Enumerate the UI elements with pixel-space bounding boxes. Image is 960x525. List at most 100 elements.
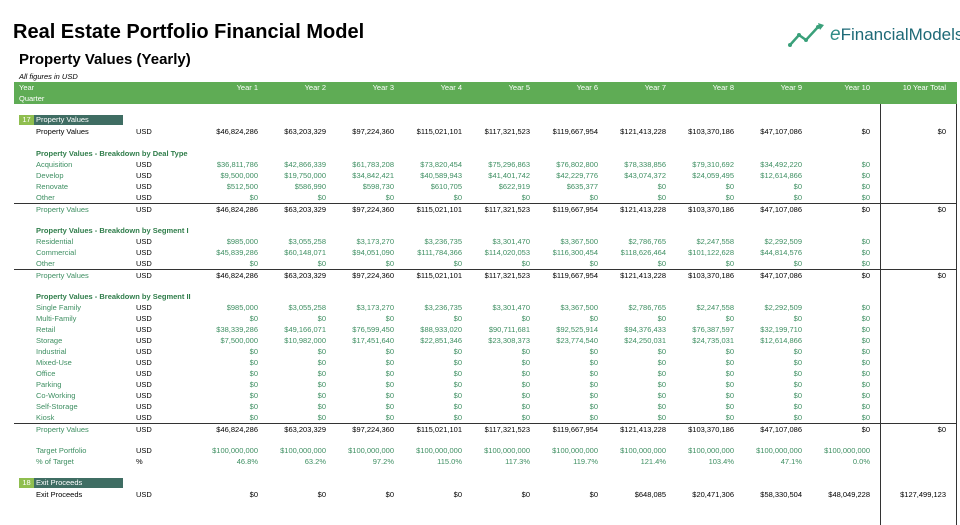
value-cell[interactable]: $0 bbox=[521, 347, 530, 356]
value-cell[interactable]: $63,203,329 bbox=[284, 205, 326, 214]
total-cell[interactable]: $0 bbox=[937, 425, 946, 434]
value-cell[interactable]: $97,224,360 bbox=[352, 127, 394, 136]
value-cell[interactable]: $0 bbox=[861, 413, 870, 422]
value-cell[interactable]: $0 bbox=[861, 205, 870, 214]
value-cell[interactable]: $46,824,286 bbox=[216, 271, 258, 280]
value-cell[interactable]: $10,982,000 bbox=[284, 336, 326, 345]
value-cell[interactable]: $0 bbox=[589, 490, 598, 499]
value-cell[interactable]: $622,919 bbox=[498, 182, 530, 191]
value-cell[interactable]: $0 bbox=[861, 347, 870, 356]
value-cell[interactable]: $7,500,000 bbox=[220, 336, 258, 345]
value-cell[interactable]: $0 bbox=[453, 347, 462, 356]
value-cell[interactable]: $40,589,943 bbox=[420, 171, 462, 180]
value-cell[interactable]: $3,301,470 bbox=[492, 237, 530, 246]
value-cell[interactable]: 121.4% bbox=[640, 457, 666, 466]
value-cell[interactable]: $103,370,186 bbox=[688, 425, 734, 434]
value-cell[interactable]: $0 bbox=[589, 314, 598, 323]
value-cell[interactable]: $0 bbox=[385, 391, 394, 400]
value-cell[interactable]: $17,451,640 bbox=[352, 336, 394, 345]
value-cell[interactable]: $0 bbox=[317, 391, 326, 400]
value-cell[interactable]: $63,203,329 bbox=[284, 127, 326, 136]
value-cell[interactable]: $23,308,373 bbox=[488, 336, 530, 345]
value-cell[interactable]: $2,786,765 bbox=[628, 303, 666, 312]
value-cell[interactable]: $43,074,372 bbox=[624, 171, 666, 180]
value-cell[interactable]: $0 bbox=[861, 303, 870, 312]
value-cell[interactable]: $0 bbox=[589, 380, 598, 389]
value-cell[interactable]: $0 bbox=[317, 259, 326, 268]
value-cell[interactable]: $92,525,914 bbox=[556, 325, 598, 334]
value-cell[interactable]: $0 bbox=[793, 358, 802, 367]
value-cell[interactable]: $0 bbox=[657, 413, 666, 422]
value-cell[interactable]: $47,107,086 bbox=[760, 271, 802, 280]
value-cell[interactable]: $635,377 bbox=[566, 182, 598, 191]
value-cell[interactable]: $0 bbox=[861, 325, 870, 334]
value-cell[interactable]: $0 bbox=[861, 369, 870, 378]
value-cell[interactable]: $34,842,421 bbox=[352, 171, 394, 180]
total-cell[interactable]: $0 bbox=[937, 205, 946, 214]
value-cell[interactable]: $0 bbox=[589, 358, 598, 367]
value-cell[interactable]: 46.8% bbox=[236, 457, 258, 466]
value-cell[interactable]: $0 bbox=[249, 347, 258, 356]
value-cell[interactable]: $0 bbox=[725, 402, 734, 411]
value-cell[interactable]: $0 bbox=[453, 413, 462, 422]
value-cell[interactable]: $0 bbox=[725, 369, 734, 378]
value-cell[interactable]: $0 bbox=[589, 347, 598, 356]
value-cell[interactable]: $0 bbox=[657, 391, 666, 400]
value-cell[interactable]: $0 bbox=[793, 193, 802, 202]
value-cell[interactable]: $0 bbox=[453, 259, 462, 268]
value-cell[interactable]: $114,020,053 bbox=[484, 248, 530, 257]
value-cell[interactable]: $3,055,258 bbox=[288, 303, 326, 312]
value-cell[interactable]: $0 bbox=[453, 380, 462, 389]
value-cell[interactable]: $0 bbox=[521, 402, 530, 411]
value-cell[interactable]: $0 bbox=[725, 413, 734, 422]
value-cell[interactable]: $46,824,286 bbox=[216, 127, 258, 136]
value-cell[interactable]: $0 bbox=[657, 193, 666, 202]
value-cell[interactable]: $117,321,523 bbox=[484, 271, 530, 280]
value-cell[interactable]: 103.4% bbox=[708, 457, 734, 466]
value-cell[interactable]: $0 bbox=[249, 358, 258, 367]
value-cell[interactable]: $100,000,000 bbox=[824, 446, 870, 455]
value-cell[interactable]: $0 bbox=[317, 314, 326, 323]
value-cell[interactable]: 115.0% bbox=[437, 457, 462, 466]
value-cell[interactable]: $0 bbox=[861, 171, 870, 180]
value-cell[interactable]: $0 bbox=[589, 391, 598, 400]
value-cell[interactable]: $100,000,000 bbox=[484, 446, 530, 455]
value-cell[interactable]: $0 bbox=[657, 314, 666, 323]
value-cell[interactable]: $115,021,101 bbox=[416, 205, 462, 214]
value-cell[interactable]: $0 bbox=[521, 358, 530, 367]
value-cell[interactable]: 63.2% bbox=[304, 457, 326, 466]
value-cell[interactable]: $60,148,071 bbox=[284, 248, 326, 257]
value-cell[interactable]: $0 bbox=[317, 490, 326, 499]
value-cell[interactable]: $118,626,464 bbox=[620, 248, 666, 257]
value-cell[interactable]: $0 bbox=[249, 369, 258, 378]
value-cell[interactable]: $0 bbox=[453, 369, 462, 378]
value-cell[interactable]: $0 bbox=[317, 380, 326, 389]
value-cell[interactable]: $0 bbox=[317, 402, 326, 411]
value-cell[interactable]: $41,401,742 bbox=[488, 171, 530, 180]
value-cell[interactable]: $0 bbox=[453, 358, 462, 367]
value-cell[interactable]: $610,705 bbox=[430, 182, 462, 191]
value-cell[interactable]: $44,814,576 bbox=[760, 248, 802, 257]
value-cell[interactable]: $0 bbox=[861, 127, 870, 136]
value-cell[interactable]: $0 bbox=[385, 413, 394, 422]
value-cell[interactable]: $0 bbox=[385, 193, 394, 202]
value-cell[interactable]: $0 bbox=[861, 391, 870, 400]
value-cell[interactable]: $0 bbox=[657, 358, 666, 367]
value-cell[interactable]: $3,367,500 bbox=[560, 303, 598, 312]
value-cell[interactable]: $0 bbox=[317, 358, 326, 367]
value-cell[interactable]: $0 bbox=[861, 402, 870, 411]
value-cell[interactable]: $100,000,000 bbox=[416, 446, 462, 455]
value-cell[interactable]: $3,236,735 bbox=[424, 237, 462, 246]
value-cell[interactable]: $58,330,504 bbox=[760, 490, 802, 499]
value-cell[interactable]: $0 bbox=[385, 369, 394, 378]
value-cell[interactable]: $0 bbox=[725, 314, 734, 323]
value-cell[interactable]: $0 bbox=[521, 193, 530, 202]
value-cell[interactable]: $121,413,228 bbox=[620, 205, 666, 214]
value-cell[interactable]: $79,310,692 bbox=[692, 160, 734, 169]
value-cell[interactable]: $101,122,628 bbox=[688, 248, 734, 257]
value-cell[interactable]: $0 bbox=[793, 369, 802, 378]
value-cell[interactable]: $0 bbox=[793, 413, 802, 422]
value-cell[interactable]: $103,370,186 bbox=[688, 127, 734, 136]
value-cell[interactable]: $22,851,346 bbox=[420, 336, 462, 345]
value-cell[interactable]: $0 bbox=[385, 380, 394, 389]
